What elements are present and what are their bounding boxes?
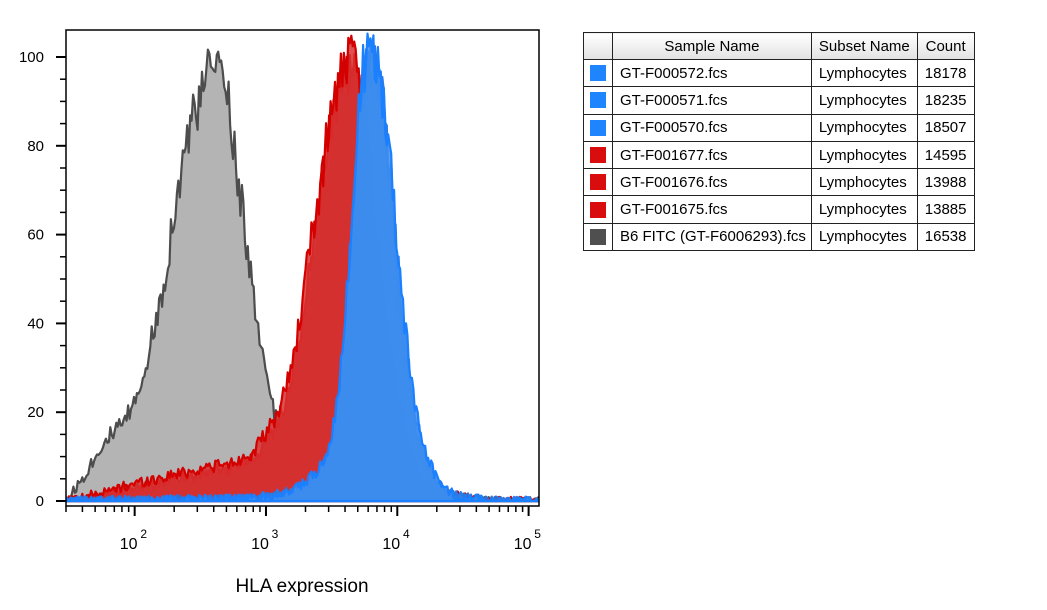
legend-count: 13885 [916, 195, 975, 224]
legend-subset-name: Lymphocytes [810, 195, 918, 224]
legend-swatch-cell [583, 113, 613, 142]
legend-swatch [590, 65, 606, 82]
legend-count: 18507 [916, 113, 975, 142]
legend-header-count: Count [916, 32, 975, 60]
legend-sample-name: GT-F001675.fcs [612, 195, 812, 224]
y-tick-label: 80 [27, 138, 44, 155]
legend-swatch-cell [583, 168, 613, 197]
legend-sample-name: GT-F001676.fcs [612, 168, 812, 197]
legend-sample-name: B6 FITC (GT-F6006293).fcs [612, 222, 812, 252]
legend-row: GT-F001676.fcs Lymphocytes 13988 [583, 168, 975, 197]
legend-sample-name: GT-F000570.fcs [612, 113, 812, 142]
legend-subset-name: Lymphocytes [810, 86, 918, 115]
y-tick-label: 20 [27, 404, 44, 421]
legend-swatch-cell [583, 222, 613, 252]
legend-subset-name: Lymphocytes [810, 168, 918, 197]
legend-row: GT-F000570.fcs Lymphocytes 18507 [583, 113, 975, 142]
legend-swatch-cell [583, 86, 613, 115]
legend-swatch-cell [583, 58, 613, 88]
x-tick-exponent: 5 [534, 527, 541, 541]
legend-header-row: Sample Name Subset Name Count [583, 32, 975, 60]
legend-swatch [590, 92, 606, 109]
legend-row: GT-F000571.fcs Lymphocytes 18235 [583, 86, 975, 115]
legend-table: Sample Name Subset Name Count GT-F000572… [583, 32, 975, 252]
x-tick-label: 10 [514, 536, 532, 553]
legend-swatch [590, 147, 606, 164]
plot-frame [65, 29, 540, 507]
y-axis: 0 20 40 60 80 100 [19, 49, 66, 510]
x-tick-exponent: 2 [140, 527, 147, 541]
legend-count: 18178 [916, 58, 975, 88]
legend-row: GT-F000572.fcs Lymphocytes 18178 [583, 58, 975, 88]
legend-subset-name: Lymphocytes [810, 222, 918, 252]
y-tick-label: 100 [19, 49, 44, 66]
legend-row: GT-F001675.fcs Lymphocytes 13885 [583, 195, 975, 224]
histogram-series-gt-f000572-fcs [66, 32, 539, 503]
legend-count: 14595 [916, 140, 975, 170]
series-layer [66, 32, 539, 503]
legend-sample-name: GT-F000572.fcs [612, 58, 812, 88]
x-tick-label: 10 [120, 536, 138, 553]
x-tick-label: 10 [251, 536, 269, 553]
legend-body: GT-F000572.fcs Lymphocytes 18178 GT-F000571… [583, 58, 975, 252]
legend-header-subset: Subset Name [810, 32, 918, 60]
legend-count: 13988 [916, 168, 975, 197]
legend-count: 18235 [916, 86, 975, 115]
legend-count: 16538 [916, 222, 975, 252]
y-tick-label: 0 [36, 493, 44, 510]
legend-sample-name: GT-F000571.fcs [612, 86, 812, 115]
x-tick-exponent: 4 [403, 527, 410, 541]
legend-swatch-header [583, 32, 613, 60]
legend-row: GT-F001677.fcs Lymphocytes 14595 [583, 140, 975, 170]
legend-sample-name: GT-F001677.fcs [612, 140, 812, 170]
y-tick-label: 40 [27, 315, 44, 332]
legend-swatch [590, 228, 606, 245]
legend-subset-name: Lymphocytes [810, 58, 918, 88]
legend-swatch-cell [583, 195, 613, 224]
x-tick-label: 10 [382, 536, 400, 553]
y-tick-label: 60 [27, 227, 44, 244]
legend-swatch-cell [583, 140, 613, 170]
legend-swatch [590, 174, 606, 191]
x-tick-exponent: 3 [272, 527, 279, 541]
legend-subset-name: Lymphocytes [810, 113, 918, 142]
legend-row: B6 FITC (GT-F6006293).fcs Lymphocytes 1653… [583, 222, 975, 252]
x-axis-label: HLA expression [235, 576, 368, 597]
legend-subset-name: Lymphocytes [810, 140, 918, 170]
legend-swatch [590, 201, 606, 218]
legend-swatch [590, 119, 606, 136]
legend-header-sample: Sample Name [612, 32, 812, 60]
